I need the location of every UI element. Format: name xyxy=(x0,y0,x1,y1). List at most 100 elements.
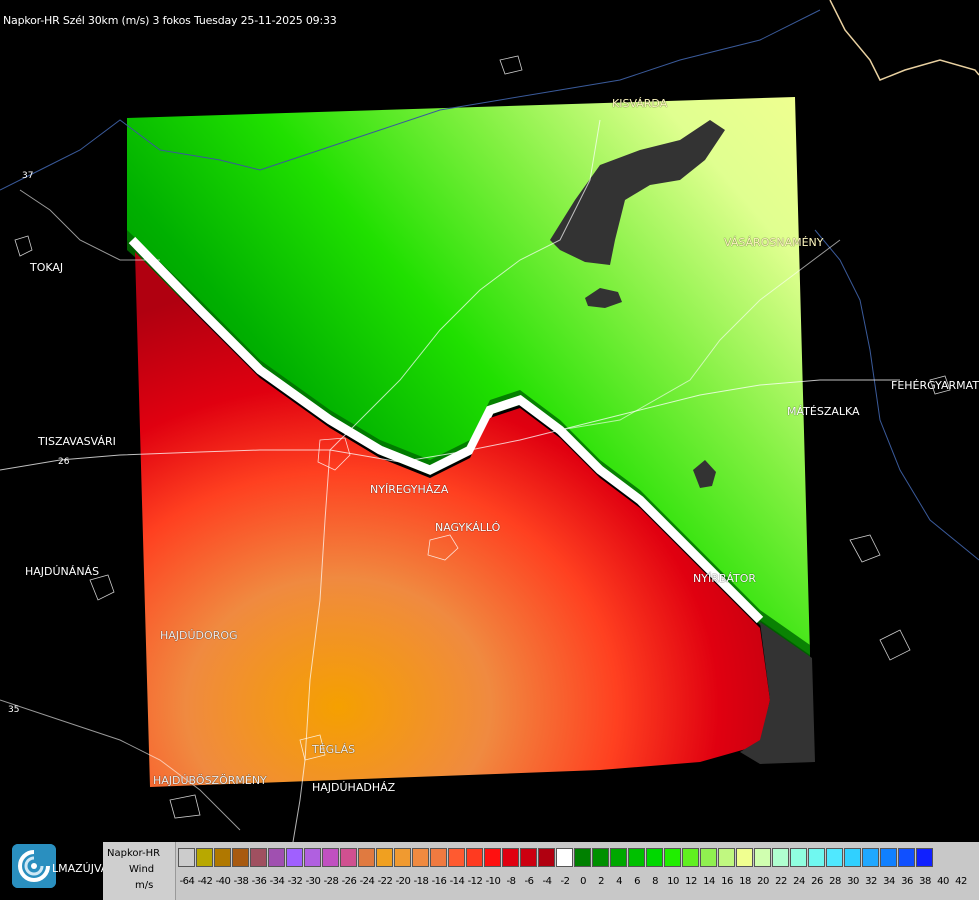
legend-tick-label: -30 xyxy=(305,876,321,887)
river xyxy=(0,9,821,191)
legend-swatch xyxy=(754,848,771,867)
country-border xyxy=(829,0,979,81)
legend-tick-label: 28 xyxy=(829,876,841,887)
legend-swatch xyxy=(916,848,933,867)
legend-swatch xyxy=(646,848,663,867)
legend-tick-label: 20 xyxy=(757,876,769,887)
legend-ticks: -64 -42 -40 -38 -36 -34 -32 -30 -28 -26 -24 -22 -20-… xyxy=(178,876,970,887)
place-label-almazujvar: LMAZÚJVÁR xyxy=(52,862,116,875)
legend-tick-label: 12 xyxy=(685,876,697,887)
legend-unit: m/s xyxy=(135,880,154,891)
place-label-hajduboszormeny: HAJDÚBÖSZÖRMÉNY xyxy=(153,774,267,787)
legend-tick-label: 32 xyxy=(865,876,877,887)
legend-tick-label: -6 xyxy=(524,876,534,887)
legend-tick-label: 16 xyxy=(721,876,733,887)
legend-tick-label: 8 xyxy=(652,876,658,887)
road-label-26: 26 xyxy=(58,457,70,467)
weather-service-logo xyxy=(12,844,56,888)
no-data-area-southeast xyxy=(740,622,815,764)
wind-field-negative xyxy=(135,252,770,787)
town-outlines xyxy=(14,55,951,819)
legend-swatch xyxy=(556,848,573,867)
legend-swatch xyxy=(232,848,249,867)
place-label-hajdunanas: HAJDÚNÁNÁS xyxy=(25,565,100,578)
legend-swatch xyxy=(574,848,591,867)
wind-field-positive xyxy=(127,97,810,655)
legend-tick-label: 22 xyxy=(775,876,787,887)
road-southwest xyxy=(0,699,241,831)
no-data-area-north xyxy=(550,120,725,265)
legend-tick-label: 42 xyxy=(955,876,967,887)
place-label-tokaj: TOKAJ xyxy=(30,261,64,274)
legend-tick-label: -22 xyxy=(377,876,393,887)
legend-swatch xyxy=(610,848,627,867)
legend-swatch xyxy=(664,848,681,867)
road-northwest xyxy=(19,189,160,261)
legend-tick-label: 30 xyxy=(847,876,859,887)
wind-zero-line xyxy=(128,236,764,624)
legend-swatch xyxy=(772,848,789,867)
legend-tick-label: 4 xyxy=(616,876,622,887)
place-label-nyirbator: NYÍRBÁTOR xyxy=(693,572,757,585)
legend-tick-label: -26 xyxy=(341,876,357,887)
place-label-nagykallo: NAGYKÁLLÓ xyxy=(435,521,501,534)
legend-swatch xyxy=(196,848,213,867)
legend-tick-label: -16 xyxy=(431,876,447,887)
place-label-hajdudorog: HAJDÚDOROG xyxy=(160,629,238,642)
legend-swatch xyxy=(700,848,717,867)
legend-tick-label: -2 xyxy=(560,876,570,887)
legend-tick-label: 24 xyxy=(793,876,805,887)
place-label-vasarosnameny: VÁSÁROSNAMÉNY xyxy=(724,236,824,249)
legend-tick-label: -28 xyxy=(323,876,339,887)
no-data-area-small xyxy=(693,460,716,488)
place-label-teglas: TÉGLÁS xyxy=(312,743,356,756)
legend-swatch xyxy=(214,848,231,867)
legend-swatch xyxy=(790,848,807,867)
legend-swatch xyxy=(358,848,375,867)
road-south xyxy=(289,449,331,861)
legend-swatch xyxy=(268,848,285,867)
road-east xyxy=(559,239,841,431)
legend-swatch xyxy=(718,848,735,867)
legend-swatch xyxy=(178,848,195,867)
road-label-37: 37 xyxy=(22,171,33,181)
legend-tick-label: -10 xyxy=(485,876,501,887)
legend-swatches xyxy=(178,848,934,867)
legend-tick-label: -18 xyxy=(413,876,429,887)
legend-swatch xyxy=(736,848,753,867)
legend-swatch xyxy=(538,848,555,867)
legend-tick-label: -20 xyxy=(395,876,411,887)
legend-tick-label: -38 xyxy=(233,876,249,887)
legend-tick-label: 2 xyxy=(598,876,604,887)
legend-tick-label: 6 xyxy=(634,876,640,887)
legend-tick-label: 38 xyxy=(919,876,931,887)
legend-swatch xyxy=(682,848,699,867)
legend-swatch xyxy=(592,848,609,867)
legend-tick-label: 34 xyxy=(883,876,895,887)
legend-swatch xyxy=(448,848,465,867)
legend-tick-label: 10 xyxy=(667,876,679,887)
river-east xyxy=(814,229,979,561)
swirl-icon xyxy=(12,844,56,888)
legend-swatch xyxy=(250,848,267,867)
legend-swatch xyxy=(844,848,861,867)
legend-tick-label: -14 xyxy=(449,876,465,887)
legend-swatch xyxy=(376,848,393,867)
legend-title: Napkor-HR xyxy=(107,848,161,859)
legend-swatch xyxy=(880,848,897,867)
place-label-mateszalka: MÁTÉSZALKA xyxy=(787,405,860,418)
legend-swatch xyxy=(304,848,321,867)
legend-tick-label: -8 xyxy=(506,876,516,887)
legend-swatch xyxy=(520,848,537,867)
legend-swatch xyxy=(898,848,915,867)
legend-swatch xyxy=(430,848,447,867)
place-label-fehergyarmat: FEHÉRGYARMAT xyxy=(891,379,979,392)
legend-tick-label: 40 xyxy=(937,876,949,887)
legend-swatch xyxy=(412,848,429,867)
legend-variable: Wind xyxy=(129,864,155,875)
legend-swatch xyxy=(340,848,357,867)
legend-tick-label: -42 xyxy=(197,876,213,887)
legend-swatch xyxy=(484,848,501,867)
legend-tick-label: 18 xyxy=(739,876,751,887)
